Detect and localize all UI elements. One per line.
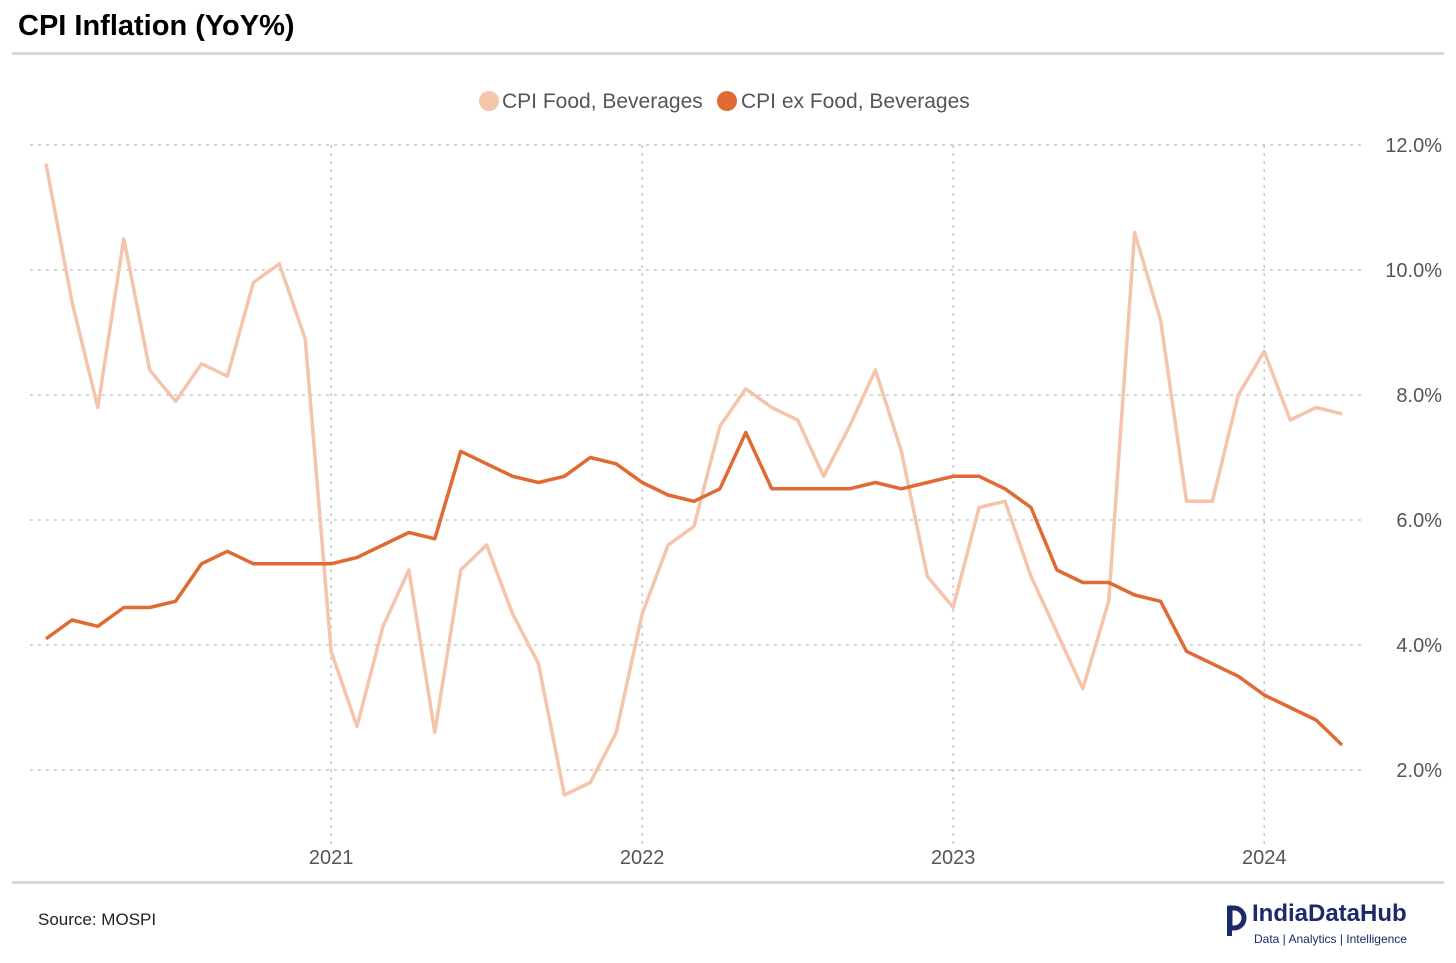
series-line-0 — [44, 163, 1343, 797]
legend-label: CPI Food, Beverages — [502, 90, 703, 113]
series-lines — [44, 163, 1344, 797]
top-divider — [12, 52, 1444, 55]
y-axis-labels: 2.0% 4.0% 6.0% 8.0% 10.0% 12.0% — [1385, 135, 1442, 782]
legend-marker — [479, 91, 499, 111]
y-tick-label: 10.0% — [1385, 260, 1442, 282]
chart-title: CPI Inflation (YoY%) — [18, 10, 295, 42]
brand-block: IndiaDataHub Data | Analytics | Intellig… — [1222, 900, 1432, 954]
y-tick-label: 8.0% — [1396, 385, 1442, 407]
brand-name: IndiaDataHub — [1252, 900, 1407, 927]
x-tick-label: 2022 — [620, 847, 665, 869]
y-tick-label: 12.0% — [1385, 135, 1442, 157]
grid-lines — [30, 144, 1362, 845]
legend: CPI Food, Beverages CPI ex Food, Beverage… — [479, 90, 970, 113]
india-data-hub-logo-icon — [1227, 905, 1247, 936]
line-chart: CPI Food, Beverages CPI ex Food, Beverage… — [30, 90, 1442, 869]
x-tick-label: 2021 — [309, 847, 354, 869]
bottom-divider — [12, 881, 1444, 884]
legend-marker — [717, 91, 737, 111]
source-note: Source: MOSPI — [38, 910, 157, 929]
brand-tagline: Data | Analytics | Intelligence — [1254, 932, 1407, 946]
x-tick-label: 2023 — [931, 847, 976, 869]
y-tick-label: 4.0% — [1396, 635, 1442, 657]
series-line-1 — [44, 430, 1344, 747]
y-tick-label: 2.0% — [1396, 760, 1442, 782]
legend-label: CPI ex Food, Beverages — [741, 90, 970, 113]
y-tick-label: 6.0% — [1396, 510, 1442, 532]
x-axis-labels: 2021 2022 2023 2024 — [309, 847, 1287, 869]
x-tick-label: 2024 — [1242, 847, 1287, 869]
